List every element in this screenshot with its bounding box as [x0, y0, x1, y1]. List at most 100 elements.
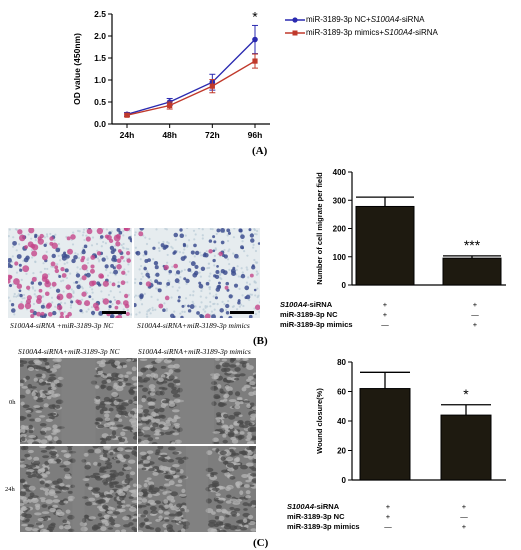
scale-bar: [230, 311, 254, 314]
cell: [180, 508, 185, 512]
cell: [50, 455, 57, 458]
pore: [198, 228, 201, 230]
cell: [100, 384, 105, 390]
cell: [111, 430, 117, 436]
migrated-cell: [115, 299, 121, 305]
cell: [155, 449, 161, 454]
migrated-cell: [41, 254, 48, 261]
pore: [51, 301, 54, 304]
cell: [153, 408, 160, 414]
pore: [12, 245, 15, 248]
cell: [20, 507, 28, 511]
pore: [49, 232, 52, 236]
series-line-0: [126, 39, 256, 115]
cell: [211, 511, 216, 515]
stained-cell: [228, 315, 233, 318]
stained-cell: [212, 235, 216, 239]
cell: [249, 402, 255, 406]
pore: [74, 252, 77, 255]
cell: [245, 462, 254, 467]
cell: [55, 399, 64, 405]
migrated-cell: [123, 228, 131, 232]
cell: [56, 358, 62, 363]
pore: [109, 290, 112, 293]
cell: [39, 528, 48, 532]
cell: [245, 490, 251, 495]
cell: [172, 464, 180, 468]
cell: [140, 514, 147, 518]
cell: [180, 528, 186, 532]
stained-cell: [233, 283, 239, 288]
cell: [121, 500, 126, 504]
pore: [134, 246, 137, 249]
pore: [215, 232, 218, 236]
cell: [36, 398, 44, 403]
cell: [67, 490, 73, 494]
stained-cell: [222, 270, 228, 275]
cell: [126, 358, 132, 362]
row-label-0h: 0h: [9, 399, 16, 406]
cell: [114, 360, 121, 366]
stained-cell: [117, 284, 121, 288]
cell: [20, 416, 27, 420]
stained-cell: [183, 255, 187, 259]
cell: [253, 374, 256, 379]
pore: [212, 295, 215, 298]
pore: [108, 308, 111, 311]
cell: [38, 366, 45, 370]
cell: [132, 483, 137, 487]
cell: [142, 460, 151, 464]
cell: [154, 415, 162, 419]
cell: [109, 485, 115, 488]
pore: [246, 254, 249, 257]
pore: [47, 273, 50, 276]
stained-cell: [139, 228, 144, 231]
migrated-cell: [120, 255, 124, 260]
migrated-cell: [38, 288, 43, 293]
data-point: [209, 83, 215, 89]
pore: [125, 247, 128, 250]
cell: [27, 498, 33, 503]
cell: [138, 484, 142, 489]
cell: [27, 366, 35, 372]
cell: [34, 512, 42, 516]
cell: [81, 517, 87, 524]
cell: [138, 376, 143, 380]
cell: [28, 485, 36, 491]
pore: [208, 266, 211, 269]
conditions-table-b: S100A4-siRNA + + miR-3189-3p NC + — miR-3189-3…: [280, 300, 510, 330]
cell: [25, 409, 32, 413]
pore: [120, 244, 123, 247]
stained-cell: [163, 244, 168, 249]
cell: [49, 412, 57, 416]
pore: [25, 272, 28, 276]
cell: [170, 389, 179, 395]
stained-cell: [180, 315, 184, 318]
cell: [32, 468, 39, 472]
pore: [200, 254, 203, 257]
migrated-cell: [24, 245, 29, 250]
migrated-cell: [249, 273, 254, 278]
cell: [225, 514, 230, 518]
cell: [164, 504, 169, 509]
cell: [170, 499, 176, 503]
panel-c-label: (C): [253, 537, 269, 549]
cell: [239, 496, 246, 500]
y-tick-label: 1.0: [94, 75, 106, 85]
wound-mimics-24h-picture: [138, 446, 256, 532]
stained-cell: [240, 273, 246, 279]
pore: [166, 261, 169, 264]
cell: [177, 387, 183, 393]
cell: [121, 529, 127, 532]
pore: [8, 296, 10, 299]
pore: [258, 301, 260, 304]
pore: [66, 261, 69, 264]
pore: [193, 238, 196, 241]
cell: [132, 515, 137, 519]
pore: [18, 243, 21, 246]
stained-cell: [43, 243, 47, 247]
legend-item-mimics: miR-3189-3p mimics+S100A4-siRNA: [284, 28, 438, 41]
pore: [148, 237, 151, 240]
pore: [204, 305, 207, 308]
cell: [150, 367, 158, 371]
